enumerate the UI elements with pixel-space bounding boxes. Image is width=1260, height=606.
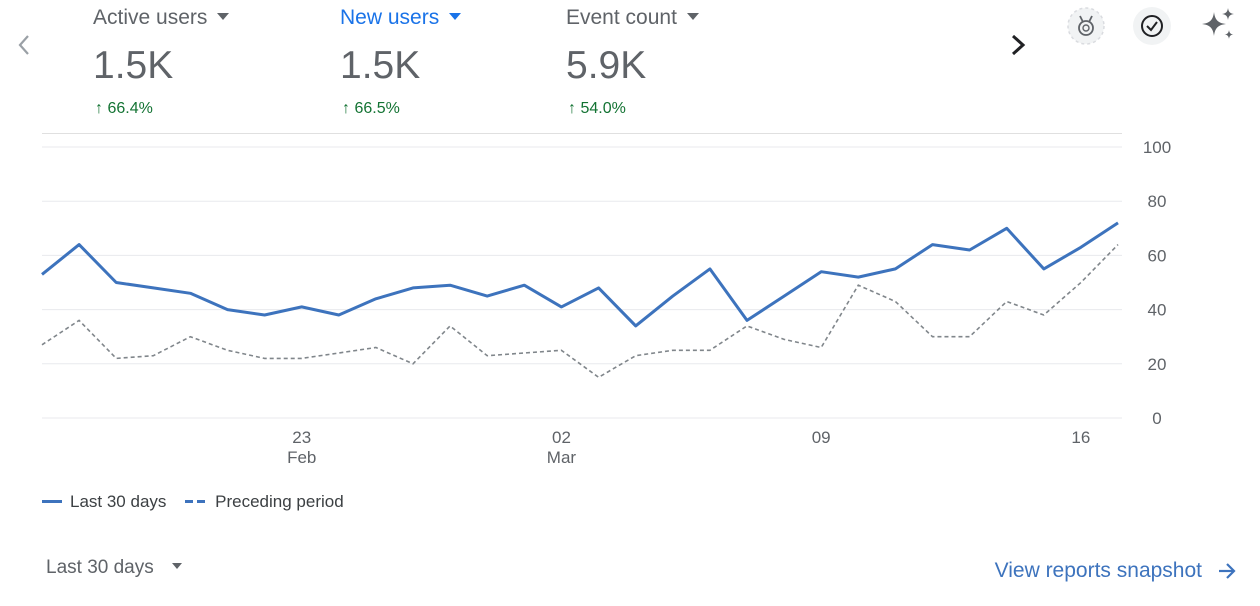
- snapshot-link-label: View reports snapshot: [994, 559, 1202, 582]
- x-tick-sublabel: Mar: [547, 448, 577, 467]
- chevron-left-icon[interactable]: [12, 28, 36, 62]
- metric-delta: -: [808, 100, 813, 118]
- view-reports-snapshot-link[interactable]: View reports snapshot: [995, 559, 1238, 583]
- metric-delta-text: -: [808, 100, 814, 117]
- x-tick-label: 16: [1071, 428, 1090, 447]
- metric-value: 7s: [808, 44, 850, 87]
- metric-value: 1.5K: [340, 44, 421, 87]
- series-line-preceding-period: [41, 244, 1119, 379]
- metric-label-text: Average engager: [808, 6, 969, 29]
- metric-delta-text: 66.4%: [107, 100, 153, 117]
- metric-value: 5.9K: [566, 44, 647, 87]
- medal-icon[interactable]: [1064, 4, 1108, 48]
- y-tick-label: 100: [1143, 138, 1171, 157]
- legend-label: Preceding period: [215, 491, 344, 511]
- series-line-last-30-days: [41, 221, 1119, 328]
- y-tick-label: 40: [1148, 301, 1167, 320]
- metric-delta: ↑ 54.0%: [568, 100, 626, 118]
- metric-label-text: Active users: [93, 6, 208, 29]
- legend-swatch-solid: [42, 500, 62, 503]
- metric-label[interactable]: New users: [340, 6, 462, 30]
- metric-delta: ↑ 66.5%: [342, 100, 400, 118]
- metric-label[interactable]: Average engager: [808, 6, 994, 30]
- metric-value: 1.5K: [93, 44, 174, 87]
- metric-label[interactable]: Event count: [566, 6, 699, 30]
- x-tick-label: 02: [552, 428, 571, 447]
- y-tick-label: 0: [1152, 409, 1161, 428]
- legend-label: Last 30 days: [70, 491, 167, 511]
- caret-down-icon: [217, 12, 230, 20]
- legend-swatch-dashed: [185, 500, 208, 503]
- metric-label-text: New users: [340, 6, 440, 29]
- chevron-right-icon[interactable]: [1004, 28, 1032, 62]
- date-range-label: Last 30 days: [46, 557, 154, 578]
- arrow-up-icon: ↑: [568, 100, 576, 117]
- caret-down-icon: [171, 562, 182, 569]
- metric-delta-text: 66.5%: [354, 100, 400, 117]
- caret-down-icon: [686, 12, 699, 20]
- chart-legend: Last 30 days Preceding period: [42, 488, 358, 512]
- arrow-right-icon: [1219, 563, 1236, 579]
- caret-down-icon: [449, 12, 462, 20]
- metric-delta-text: 54.0%: [580, 100, 626, 117]
- arrow-up-icon: ↑: [95, 100, 103, 117]
- date-range-dropdown[interactable]: Last 30 days: [46, 557, 182, 579]
- metric-label-text: Event count: [566, 6, 677, 29]
- x-tick-sublabel: Feb: [287, 448, 316, 467]
- x-tick-label: 23: [292, 428, 311, 447]
- arrow-up-icon: ↑: [342, 100, 350, 117]
- legend-item-preceding-period: Preceding period: [185, 492, 344, 512]
- metric-delta: ↑ 66.4%: [95, 100, 153, 118]
- y-tick-label: 60: [1148, 246, 1167, 265]
- divider: [42, 133, 1122, 134]
- y-tick-label: 80: [1148, 192, 1167, 211]
- sparkle-icon[interactable]: [1196, 4, 1240, 48]
- x-tick-label: 09: [812, 428, 831, 447]
- legend-item-last-30-days: Last 30 days: [42, 492, 166, 512]
- y-tick-label: 20: [1148, 355, 1167, 374]
- check-circle-icon[interactable]: [1130, 4, 1174, 48]
- metric-label[interactable]: Active users: [93, 6, 230, 30]
